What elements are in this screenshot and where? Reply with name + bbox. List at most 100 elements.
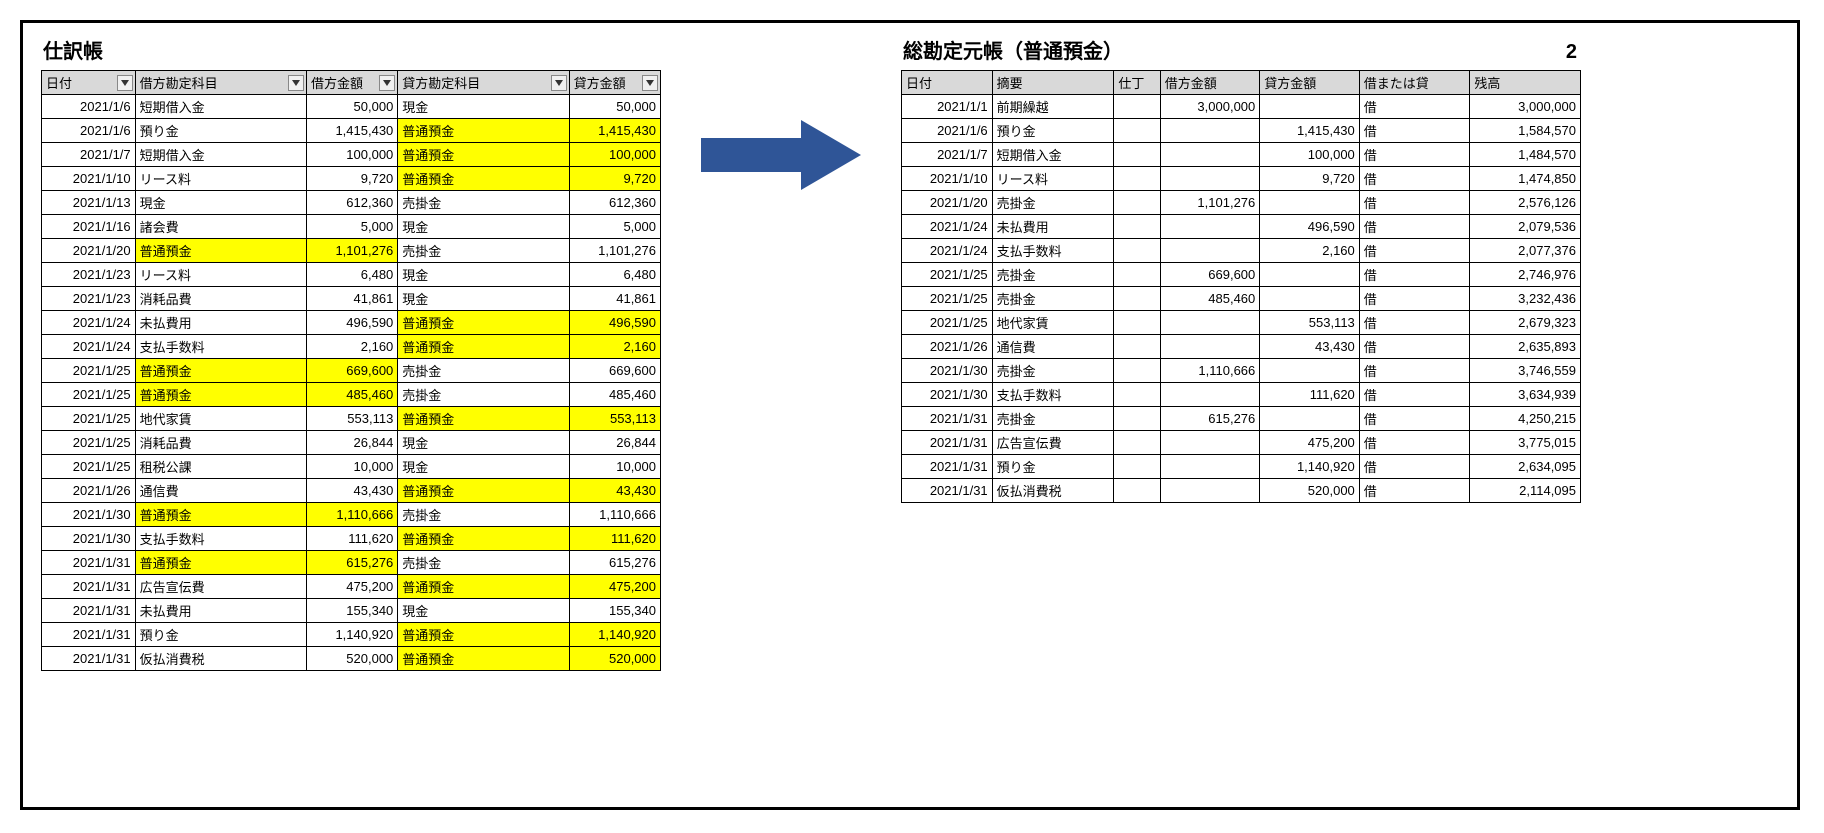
cell: 50,000 [569,95,660,119]
cell: 通信費 [135,479,306,503]
cell: 借 [1359,455,1470,479]
table-row: 2021/1/31広告宣伝費475,200借3,775,015 [902,431,1581,455]
cell: 諸会費 [135,215,306,239]
table-row: 2021/1/31仮払消費税520,000普通預金520,000 [42,647,661,671]
ledger-title-row: 総勘定元帳（普通預金） 2 [901,35,1581,70]
cell: 普通預金 [398,479,569,503]
cell: 4,250,215 [1470,407,1581,431]
cell: 2,746,976 [1470,263,1581,287]
cell: 496,590 [1260,215,1360,239]
ledger-title: 総勘定元帳（普通預金） [903,35,1123,64]
cell: 2,634,095 [1470,455,1581,479]
cell: 2,576,126 [1470,191,1581,215]
table-row: 2021/1/25普通預金485,460売掛金485,460 [42,383,661,407]
cell: 2021/1/25 [42,431,136,455]
journal-header[interactable]: 日付 [42,71,136,95]
ledger-header: 摘要 [992,71,1114,95]
cell: 借 [1359,407,1470,431]
cell: 520,000 [569,647,660,671]
cell: 2021/1/25 [42,407,136,431]
cell: 1,110,666 [306,503,397,527]
cell: 売掛金 [398,551,569,575]
table-row: 2021/1/24支払手数料2,160借2,077,376 [902,239,1581,263]
cell [1114,263,1160,287]
cell [1114,407,1160,431]
cell: 普通預金 [398,119,569,143]
cell: 短期借入金 [135,143,306,167]
cell: 100,000 [569,143,660,167]
dropdown-icon[interactable] [117,75,133,91]
cell: 売掛金 [992,263,1114,287]
cell: 3,232,436 [1470,287,1581,311]
table-row: 2021/1/10リース料9,720借1,474,850 [902,167,1581,191]
table-row: 2021/1/31未払費用155,340現金155,340 [42,599,661,623]
cell [1160,311,1260,335]
cell [1114,335,1160,359]
cell: 借 [1359,215,1470,239]
cell: 広告宣伝費 [135,575,306,599]
dropdown-icon[interactable] [379,75,395,91]
cell: 前期繰越 [992,95,1114,119]
cell: 2021/1/10 [42,167,136,191]
cell: 通信費 [992,335,1114,359]
cell: 普通預金 [398,167,569,191]
cell: 地代家賃 [135,407,306,431]
cell: 1,101,276 [1160,191,1260,215]
cell: 2021/1/7 [42,143,136,167]
cell: 支払手数料 [992,383,1114,407]
cell: 2021/1/31 [42,623,136,647]
cell [1114,287,1160,311]
cell [1260,95,1360,119]
cell [1260,359,1360,383]
cell: 6,480 [306,263,397,287]
cell: 預り金 [135,119,306,143]
cell [1160,335,1260,359]
cell: 2021/1/13 [42,191,136,215]
cell: 2,077,376 [1470,239,1581,263]
cell: 2021/1/31 [902,479,993,503]
journal-header[interactable]: 貸方勘定科目 [398,71,569,95]
cell: 普通預金 [398,335,569,359]
journal-header[interactable]: 貸方金額 [569,71,660,95]
cell [1114,239,1160,263]
cell [1260,407,1360,431]
cell: 2,635,893 [1470,335,1581,359]
cell: 2021/1/24 [902,239,993,263]
cell: 借 [1359,143,1470,167]
cell: 借 [1359,239,1470,263]
journal-header[interactable]: 借方勘定科目 [135,71,306,95]
cell [1160,143,1260,167]
dropdown-icon[interactable] [288,75,304,91]
cell: 2021/1/30 [42,503,136,527]
cell [1160,215,1260,239]
cell: 615,276 [569,551,660,575]
cell: 借 [1359,191,1470,215]
cell: 1,110,666 [1160,359,1260,383]
cell: 9,720 [569,167,660,191]
cell: 借 [1359,479,1470,503]
cell: 2021/1/26 [42,479,136,503]
journal-header[interactable]: 借方金額 [306,71,397,95]
ledger-header: 仕丁 [1114,71,1160,95]
cell: 26,844 [306,431,397,455]
cell: 現金 [398,263,569,287]
dropdown-icon[interactable] [551,75,567,91]
table-row: 2021/1/31売掛金615,276借4,250,215 [902,407,1581,431]
table-row: 2021/1/1前期繰越3,000,000借3,000,000 [902,95,1581,119]
cell: 43,430 [306,479,397,503]
cell: 111,620 [569,527,660,551]
table-row: 2021/1/23消耗品費41,861現金41,861 [42,287,661,311]
cell: 未払費用 [135,311,306,335]
cell: 615,276 [306,551,397,575]
cell: 借 [1359,311,1470,335]
cell: 111,620 [1260,383,1360,407]
table-row: 2021/1/25消耗品費26,844現金26,844 [42,431,661,455]
cell [1260,287,1360,311]
cell: 支払手数料 [135,527,306,551]
table-row: 2021/1/24未払費用496,590借2,079,536 [902,215,1581,239]
dropdown-icon[interactable] [642,75,658,91]
journal-table: 日付借方勘定科目借方金額貸方勘定科目貸方金額 2021/1/6 短期借入金 50,00… [41,70,661,671]
cell: 2021/1/6 [42,95,136,119]
cell: 475,200 [1260,431,1360,455]
cell [1160,167,1260,191]
